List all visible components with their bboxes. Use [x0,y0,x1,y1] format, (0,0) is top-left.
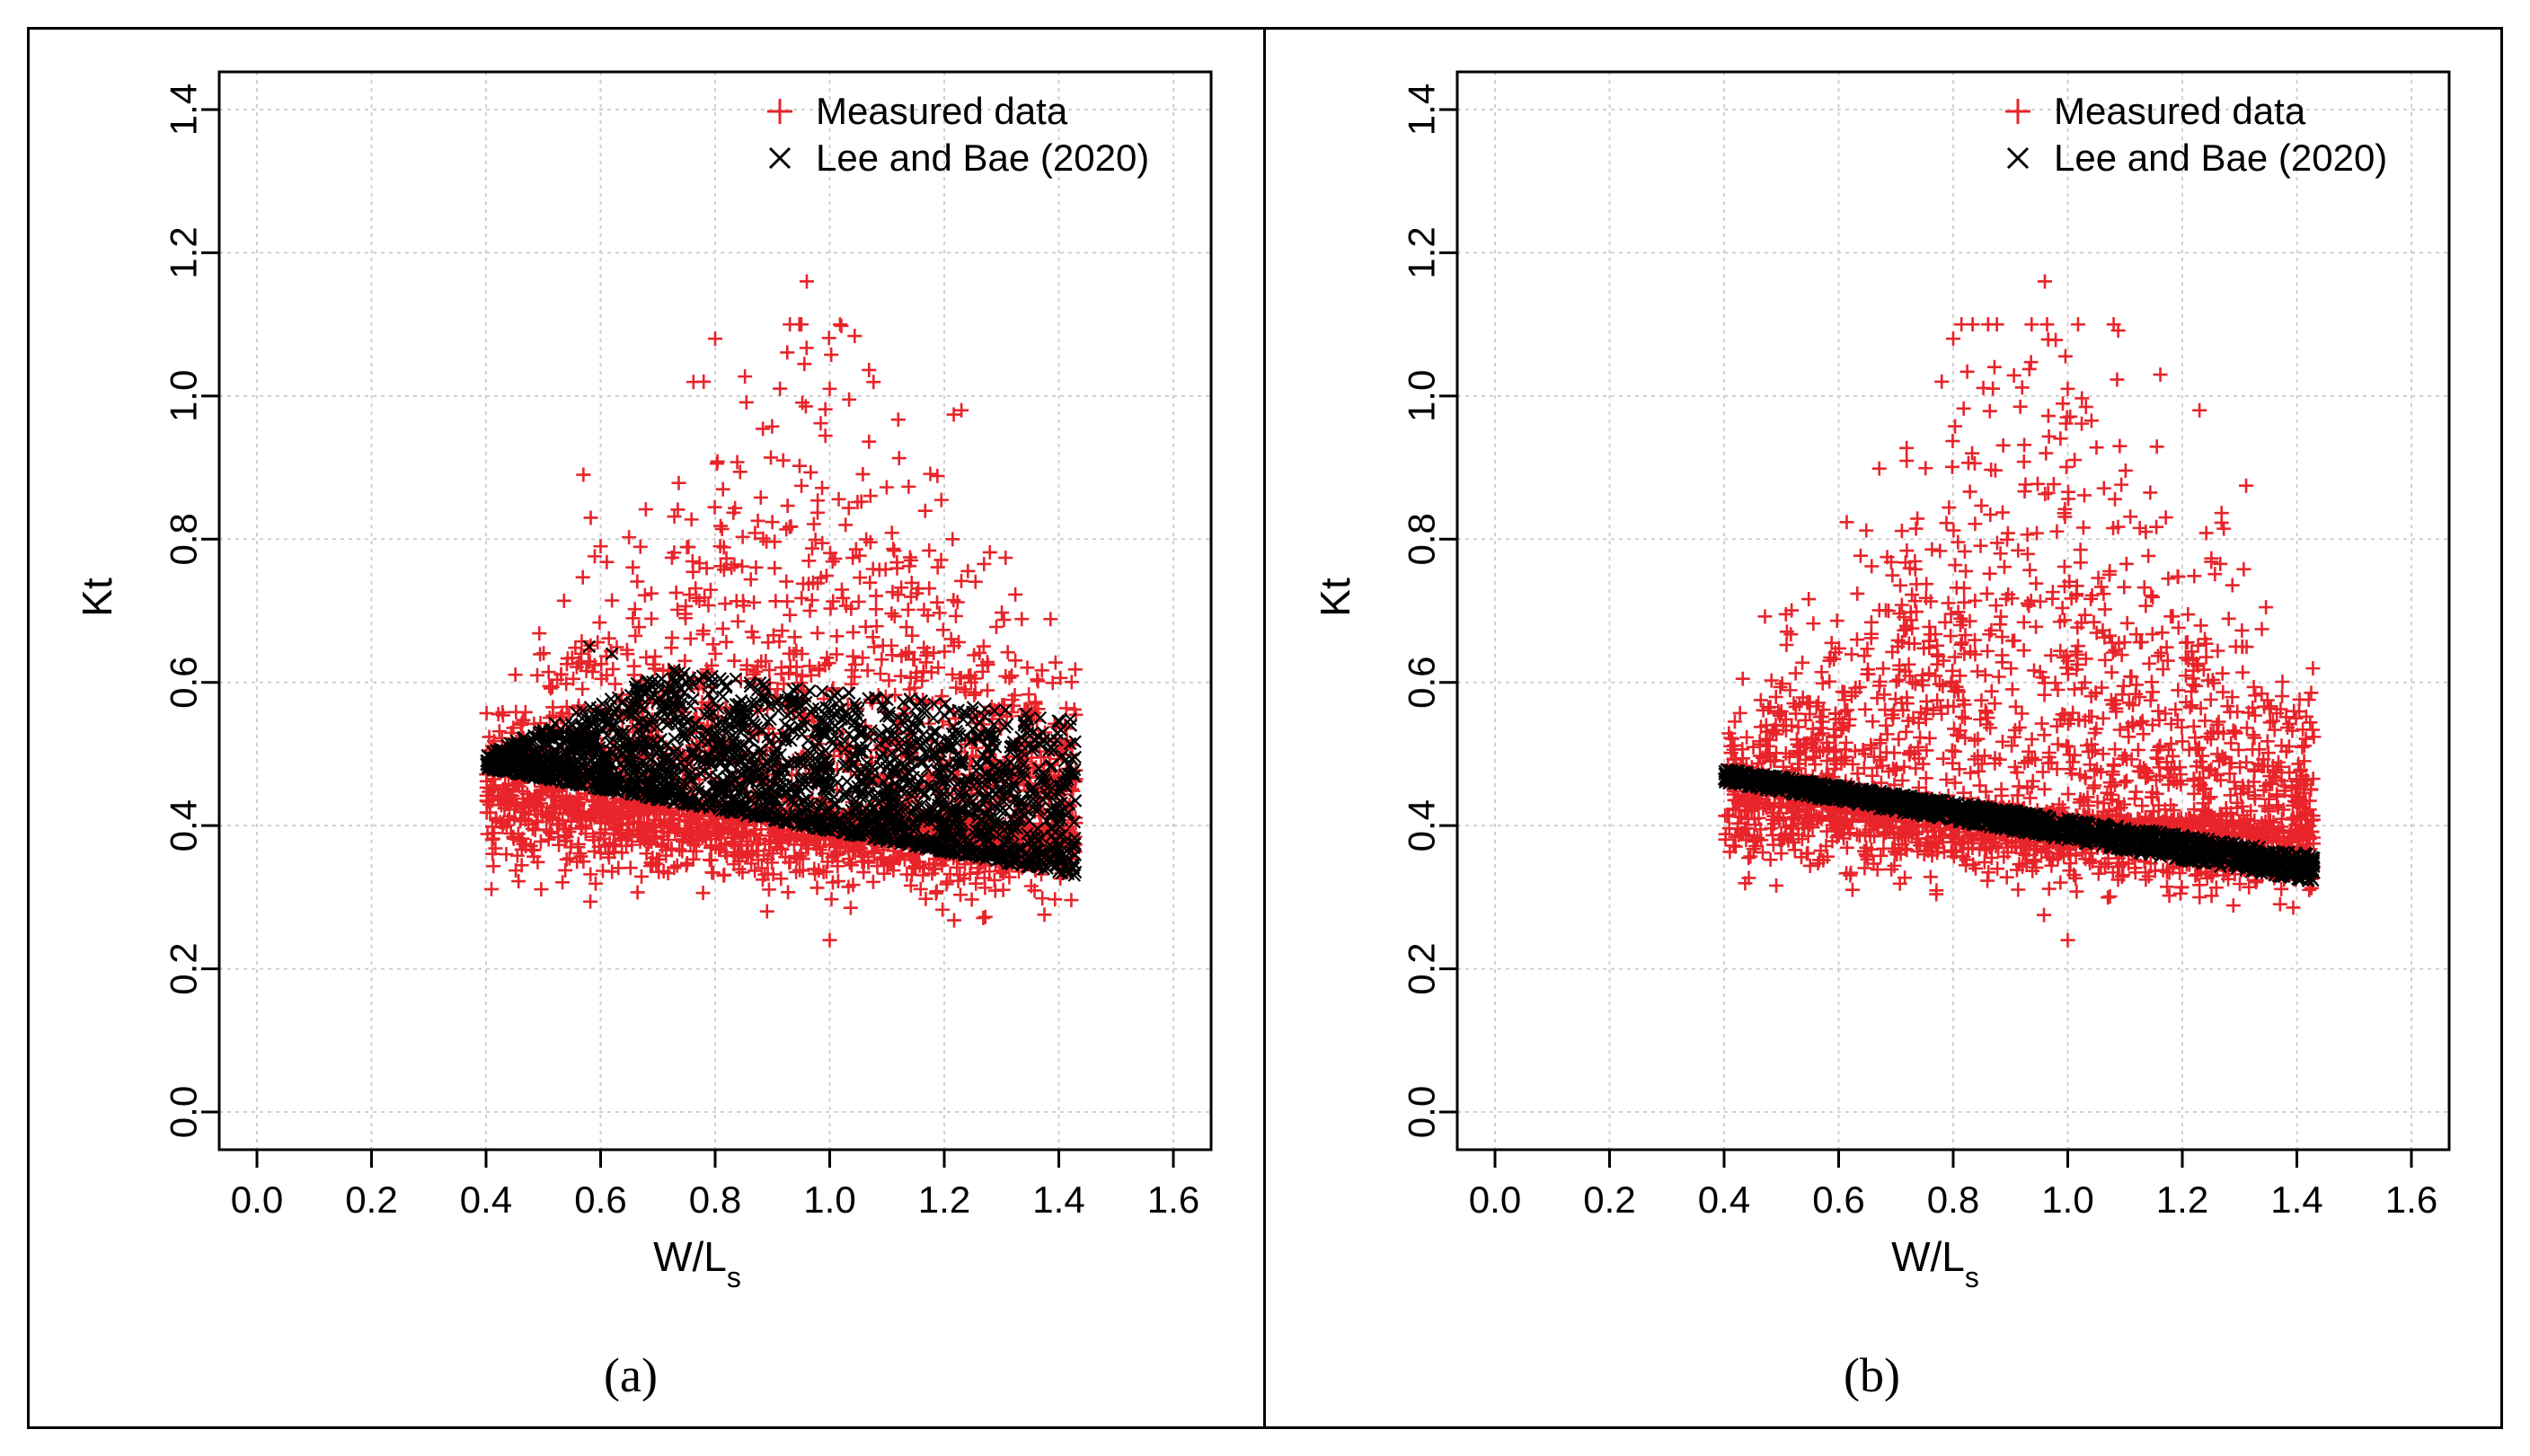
measured-point [844,663,859,678]
measured-point [748,560,764,575]
measured-point [770,682,785,697]
measured-point [1048,655,1063,670]
measured-point [865,630,880,645]
measured-point [544,681,559,696]
measured-point [637,587,652,603]
measured-point [1067,662,1083,677]
measured-point [623,860,638,876]
measured-point [1014,612,1030,627]
measured-point [901,479,916,494]
measured-point [660,866,676,881]
measured-point [713,559,729,574]
measured-point [887,609,902,624]
measured-point [932,605,947,621]
measured-point [845,551,861,566]
measured-point [847,329,862,344]
measured-point [607,676,623,692]
measured-point [555,875,571,890]
points-layer [479,274,1084,948]
measured-point [1987,696,2003,711]
measured-point [918,891,933,906]
measured-point [821,331,836,346]
measured-point [1923,869,1938,885]
measured-point [719,634,734,649]
scatter-chart-a: 0.0 0.2 0.4 0.6 0.8 1.0 1.2 1.4 1.60.00.20.40.60… [74,70,1213,1293]
points-layer [1717,274,2322,948]
measured-point [935,622,951,638]
measured-point [1053,670,1068,685]
measured-point [848,542,863,557]
measured-point [670,502,686,517]
measured-point [946,407,961,422]
measured-point [862,575,878,590]
measured-point [762,662,777,677]
measured-point [1957,543,1972,559]
measured-point [761,882,776,897]
measured-point [804,593,819,608]
measured-point [765,419,780,434]
measured-point [727,557,742,572]
measured-point [2198,525,2214,541]
measured-point [869,602,884,617]
measured-point [738,369,753,384]
measured-point [881,673,897,688]
measured-point [1769,878,1784,893]
measured-point [898,620,914,635]
grid-lines [1457,72,2449,1150]
measured-point [783,607,798,622]
measured-point [684,512,699,527]
measured-point [707,499,722,515]
measured-point [569,659,584,675]
measured-point [724,560,739,576]
measured-point [843,900,858,915]
measured-point [1064,893,1079,908]
measured-point [585,665,600,680]
measured-point [670,602,686,617]
measured-point [2112,438,2128,454]
measured-point [917,503,933,518]
panel-divider [1263,27,1266,1429]
measured-point [813,416,828,431]
measured-point [794,478,809,493]
measured-point [588,876,603,891]
measured-point [884,525,899,541]
measured-point [823,601,838,616]
measured-point [1944,459,1959,474]
